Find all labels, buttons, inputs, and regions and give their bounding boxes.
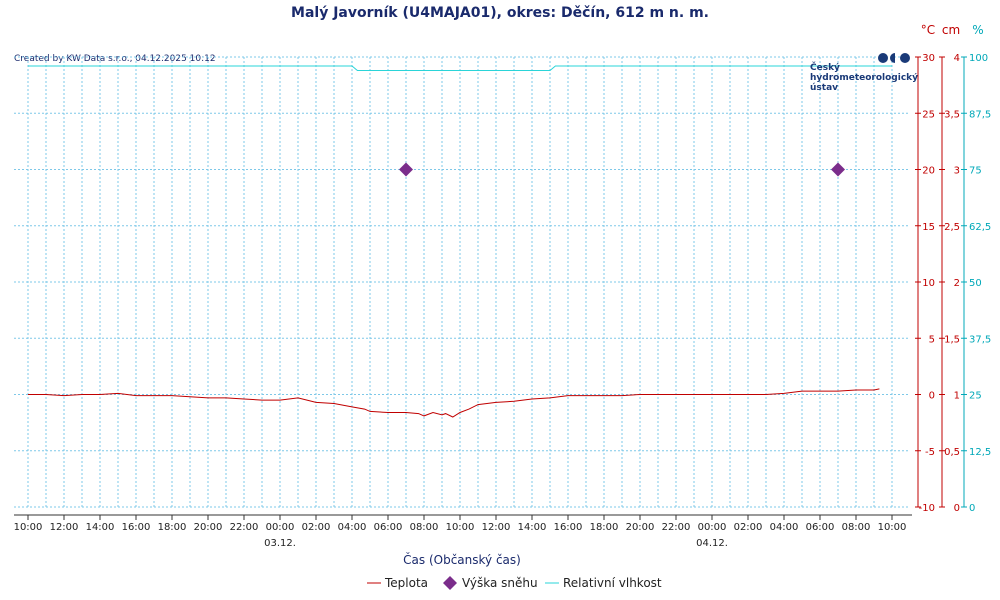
x-tick-label: 14:00 bbox=[518, 522, 547, 533]
logo-dot-1 bbox=[878, 53, 888, 63]
humidity-tick-label: 37,5 bbox=[969, 334, 991, 345]
x-tick-label: 00:00 bbox=[266, 522, 295, 533]
x-tick-label: 08:00 bbox=[410, 522, 439, 533]
temperature-tick-label: -5 bbox=[925, 447, 935, 458]
x-tick-label: 10:00 bbox=[878, 522, 907, 533]
legend-label-1: Výška sněhu bbox=[462, 576, 538, 590]
axes: 10:00 12:00 14:00 16:00 18:00 20:00 22:00 00:00… bbox=[14, 53, 992, 549]
humidity-tick-label: 50 bbox=[969, 278, 982, 289]
snow-tick-label: 1,5 bbox=[944, 334, 960, 345]
humidity-tick-label: 75 bbox=[969, 166, 982, 177]
temperature-tick-label: 10 bbox=[922, 278, 935, 289]
humidity-tick-label: 100 bbox=[969, 53, 988, 64]
x-tick-label: 22:00 bbox=[662, 522, 691, 533]
legend-label-0: Teplota bbox=[384, 576, 428, 590]
humidity-tick-label: 87,5 bbox=[969, 109, 991, 120]
x-date-label: 03.12. bbox=[264, 538, 296, 549]
x-tick-label: 12:00 bbox=[50, 522, 79, 533]
chmu-logo: Český hydrometeorologický ústav bbox=[810, 53, 918, 93]
legend-label-2: Relativní vlhkost bbox=[563, 576, 662, 590]
x-axis-label: Čas (Občanský čas) bbox=[403, 552, 521, 567]
grid bbox=[14, 56, 910, 508]
x-tick-label: 04:00 bbox=[770, 522, 799, 533]
chart-title: Malý Javorník (U4MAJA01), okres: Děčín, … bbox=[291, 5, 709, 21]
x-tick-label: 06:00 bbox=[806, 522, 835, 533]
temperature-tick-label: 5 bbox=[929, 334, 935, 345]
series-line-2 bbox=[28, 65, 892, 71]
x-tick-label: 20:00 bbox=[194, 522, 223, 533]
humidity-tick-label: 12,5 bbox=[969, 447, 991, 458]
x-tick-label: 10:00 bbox=[446, 522, 475, 533]
x-tick-label: 22:00 bbox=[230, 522, 259, 533]
x-tick-label: 02:00 bbox=[734, 522, 763, 533]
logo-halfdot bbox=[890, 53, 895, 63]
x-tick-label: 14:00 bbox=[86, 522, 115, 533]
chart-credit: Created by KW Data s.r.o., 04.12.2025 10… bbox=[14, 54, 216, 64]
x-tick-label: 20:00 bbox=[626, 522, 655, 533]
snow-tick-label: 1 bbox=[954, 391, 960, 402]
x-tick-label: 10:00 bbox=[14, 522, 43, 533]
x-date-label: 04.12. bbox=[696, 538, 728, 549]
temperature-tick-label: 25 bbox=[922, 109, 935, 120]
x-tick-label: 02:00 bbox=[302, 522, 331, 533]
snow-tick-label: 3 bbox=[954, 166, 960, 177]
logo-line-2: hydrometeorologický bbox=[810, 73, 918, 83]
temperature-tick-label: -10 bbox=[919, 503, 935, 514]
x-tick-label: 04:00 bbox=[338, 522, 367, 533]
snow-tick-label: 4 bbox=[954, 53, 960, 64]
humidity-tick-label: 62,5 bbox=[969, 222, 991, 233]
temperature-unit: °C bbox=[921, 23, 935, 37]
x-tick-label: 12:00 bbox=[482, 522, 511, 533]
legend-swatch-1 bbox=[443, 576, 457, 590]
humidity-unit: % bbox=[972, 23, 983, 37]
series-line-0 bbox=[28, 388, 880, 418]
snow-marker bbox=[399, 162, 413, 177]
humidity-tick-label: 25 bbox=[969, 391, 982, 402]
temperature-tick-label: 15 bbox=[922, 222, 935, 233]
x-tick-label: 08:00 bbox=[842, 522, 871, 533]
snow-tick-label: 2,5 bbox=[944, 222, 960, 233]
temperature-tick-label: 0 bbox=[929, 391, 935, 402]
x-tick-label: 16:00 bbox=[554, 522, 583, 533]
humidity-tick-label: 0 bbox=[969, 503, 975, 514]
logo-line-3: ústav bbox=[810, 83, 838, 93]
series bbox=[28, 65, 892, 418]
x-tick-label: 00:00 bbox=[698, 522, 727, 533]
snow-marker bbox=[831, 162, 845, 177]
x-tick-label: 06:00 bbox=[374, 522, 403, 533]
legend: Teplota Výška sněhu Relativní vlhkost bbox=[367, 576, 662, 590]
logo-dot-2 bbox=[900, 53, 910, 63]
x-tick-label: 18:00 bbox=[590, 522, 619, 533]
snow-tick-label: 2 bbox=[954, 278, 960, 289]
temperature-tick-label: 30 bbox=[922, 53, 935, 64]
temperature-tick-label: 20 bbox=[922, 166, 935, 177]
x-tick-label: 18:00 bbox=[158, 522, 187, 533]
x-tick-label: 16:00 bbox=[122, 522, 151, 533]
logo-line-1: Český bbox=[810, 61, 840, 73]
snow-tick-label: 3,5 bbox=[944, 109, 960, 120]
snow-tick-label: 0 bbox=[954, 503, 960, 514]
snow-unit: cm bbox=[942, 23, 960, 37]
snow-tick-label: 0,5 bbox=[944, 447, 960, 458]
